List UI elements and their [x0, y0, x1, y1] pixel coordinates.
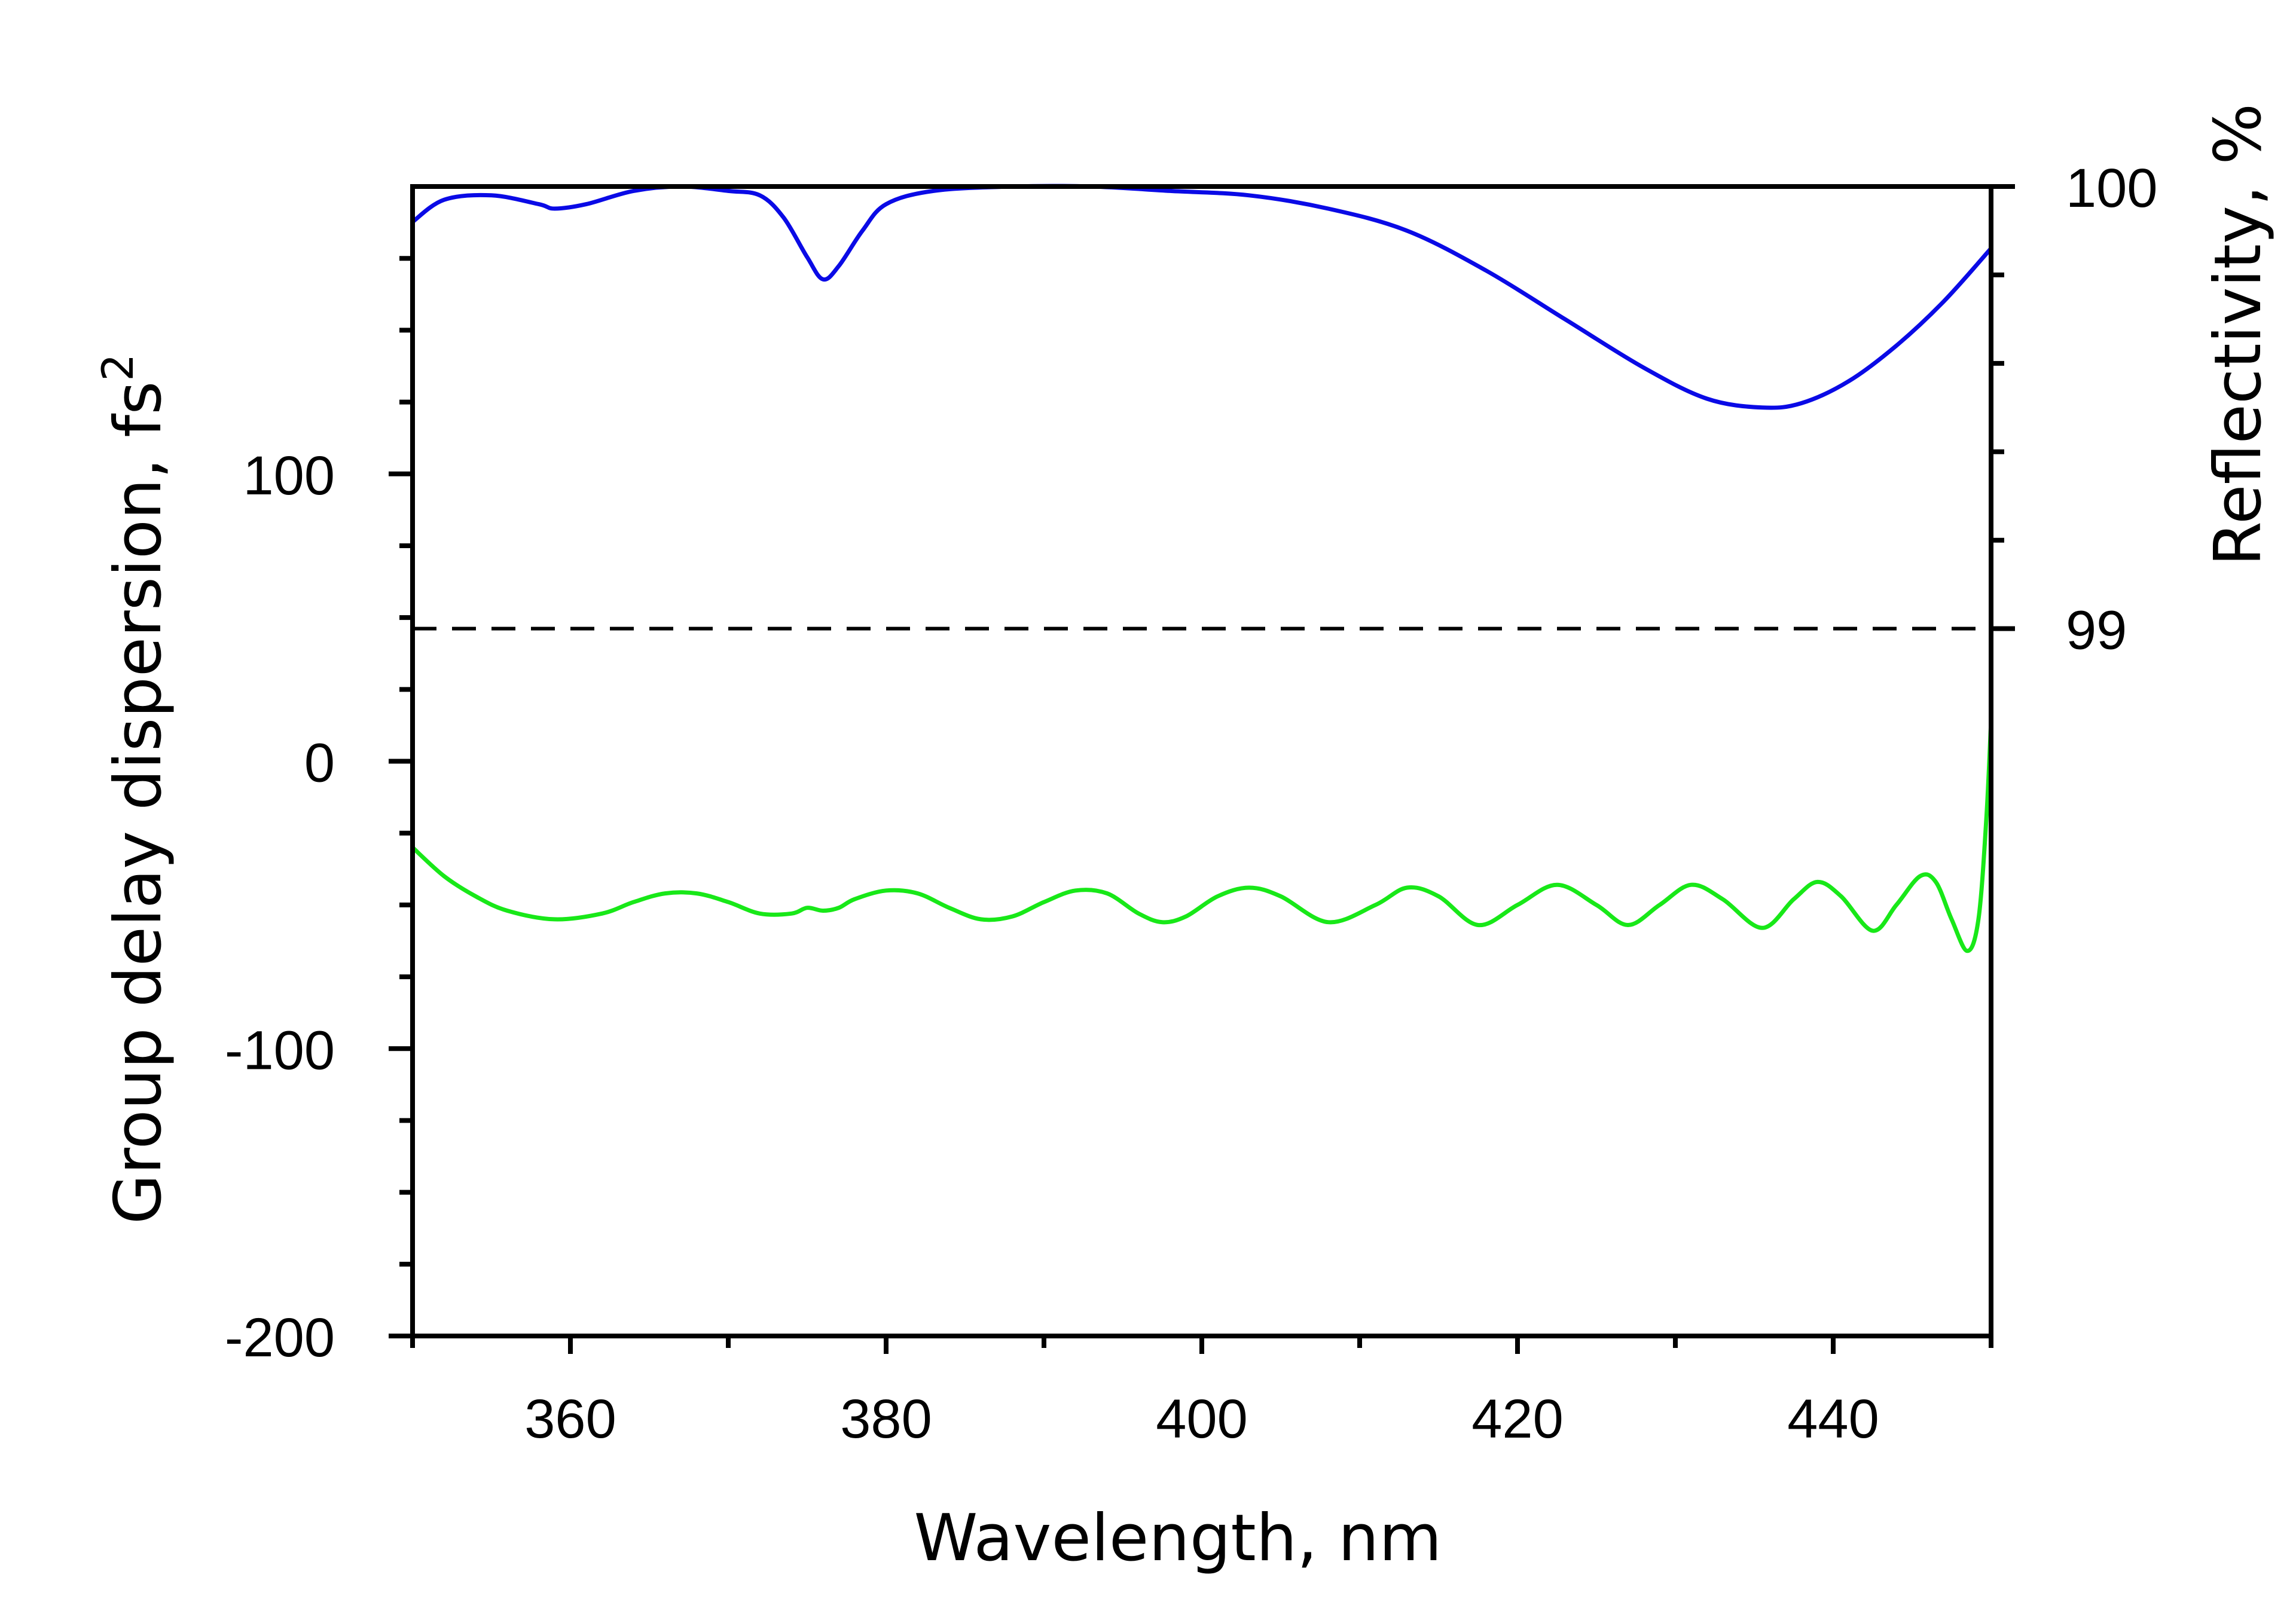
x-tick-label: 400 [1156, 1389, 1248, 1450]
series-layer [411, 184, 1993, 953]
x-axis-title: Wavelength, nm [914, 1501, 1442, 1576]
x-tick-label: 380 [840, 1389, 932, 1450]
left-axis-title-superscript: 2 [93, 354, 143, 381]
right-axis-title: Reflectivity, % [2201, 103, 2276, 566]
ticks-layer [389, 184, 2015, 1354]
y-right-tick-label: 99 [2066, 600, 2127, 661]
plot-frame [410, 184, 1993, 1338]
y-left-tick-label: 0 [304, 733, 335, 794]
x-tick-label: 440 [1787, 1389, 1879, 1450]
y-left-tick-label: -100 [225, 1020, 335, 1081]
labels-layer: 360 380 400 420 440 -200 -100 0 100 99 100 [225, 158, 2158, 1450]
left-axis-title-text: Group delay dispersion, fs [101, 381, 176, 1225]
x-tick-label: 360 [524, 1389, 616, 1450]
left-axis-title: Group delay dispersion, fs2 [93, 354, 176, 1224]
y-right-tick-label: 100 [2066, 158, 2158, 219]
gdd-series-line [411, 721, 1993, 953]
y-left-tick-label: 100 [243, 445, 335, 506]
x-tick-label: 420 [1471, 1389, 1564, 1450]
reflectivity-series-line [411, 184, 1993, 410]
y-left-tick-label: -200 [225, 1307, 335, 1368]
